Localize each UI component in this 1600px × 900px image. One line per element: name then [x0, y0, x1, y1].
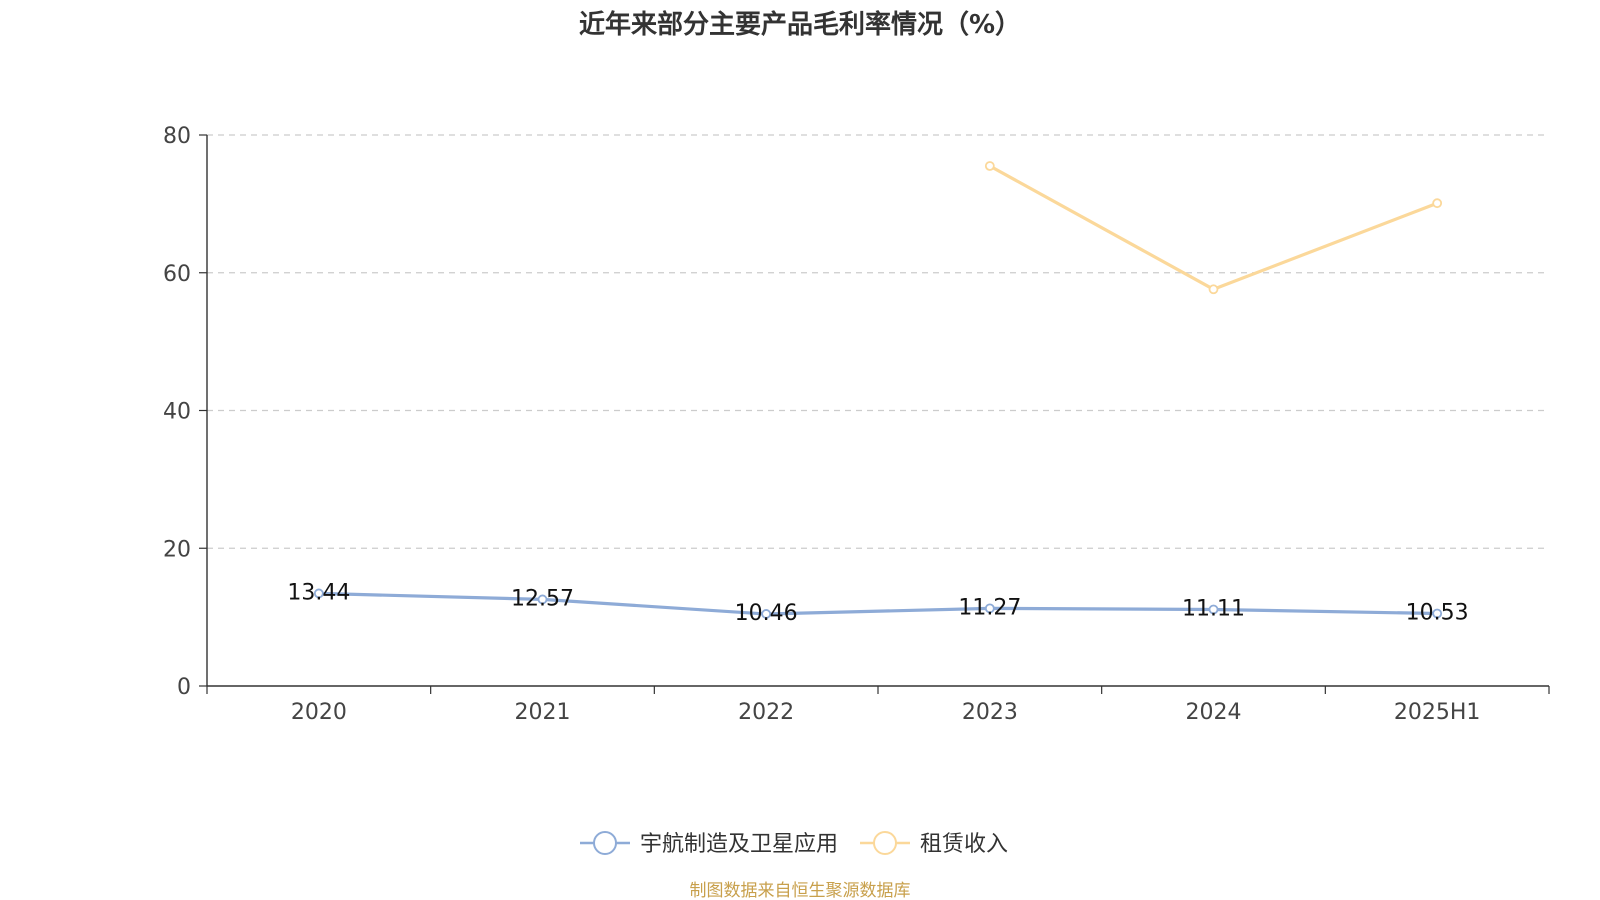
chart-title: 近年来部分主要产品毛利率情况（%） — [579, 9, 1021, 40]
legend-label: 租赁收入 — [920, 832, 1008, 857]
grid-lines — [207, 134, 1549, 549]
x-tick-label: 2025H1 — [1394, 700, 1481, 725]
legend-item-0[interactable]: 宇航制造及卫星应用 — [580, 831, 838, 857]
data-label: 10.46 — [735, 601, 798, 626]
data-label: 11.27 — [958, 595, 1021, 620]
data-point[interactable] — [1208, 604, 1219, 615]
y-tick-label: 60 — [163, 262, 191, 287]
data-label: 11.11 — [1182, 596, 1245, 621]
data-labels: 13.44 12.57 10.46 11.27 11.11 10.53 — [287, 580, 1468, 626]
x-tick-label: 2021 — [515, 700, 571, 725]
y-tick-label: 40 — [163, 400, 191, 425]
data-point[interactable] — [1432, 608, 1443, 619]
plot-series — [313, 161, 1443, 619]
legend[interactable]: 宇航制造及卫星应用 租赁收入 — [580, 831, 1008, 857]
y-tick-label: 80 — [163, 124, 191, 149]
y-tick-label: 0 — [177, 675, 191, 700]
x-tick-label: 2020 — [291, 700, 347, 725]
data-point[interactable] — [1208, 284, 1219, 295]
axes: 0 20 40 60 80 2020 2021 2022 2023 2024 2025H1 — [163, 124, 1550, 725]
legend-label: 宇航制造及卫星应用 — [640, 832, 838, 857]
data-point[interactable] — [761, 609, 772, 619]
data-point[interactable] — [313, 588, 324, 599]
x-tick-label: 2023 — [962, 700, 1018, 725]
x-tick-label: 2022 — [738, 700, 794, 725]
series-line-0 — [318, 591, 1438, 616]
data-point[interactable] — [984, 161, 995, 171]
series-line-1 — [989, 164, 1438, 291]
y-tick-label: 20 — [163, 537, 191, 562]
data-point[interactable] — [537, 594, 548, 605]
legend-marker — [593, 831, 617, 855]
legend-marker — [873, 831, 897, 855]
source-note: 制图数据来自恒生聚源数据库 — [690, 881, 911, 900]
data-label: 10.53 — [1406, 600, 1469, 625]
legend-item-1[interactable]: 租赁收入 — [860, 831, 1008, 857]
data-label: 12.57 — [511, 586, 574, 611]
data-point[interactable] — [1432, 198, 1443, 209]
data-point[interactable] — [984, 603, 995, 614]
data-label: 13.44 — [287, 580, 350, 605]
x-tick-label: 2024 — [1186, 700, 1242, 725]
